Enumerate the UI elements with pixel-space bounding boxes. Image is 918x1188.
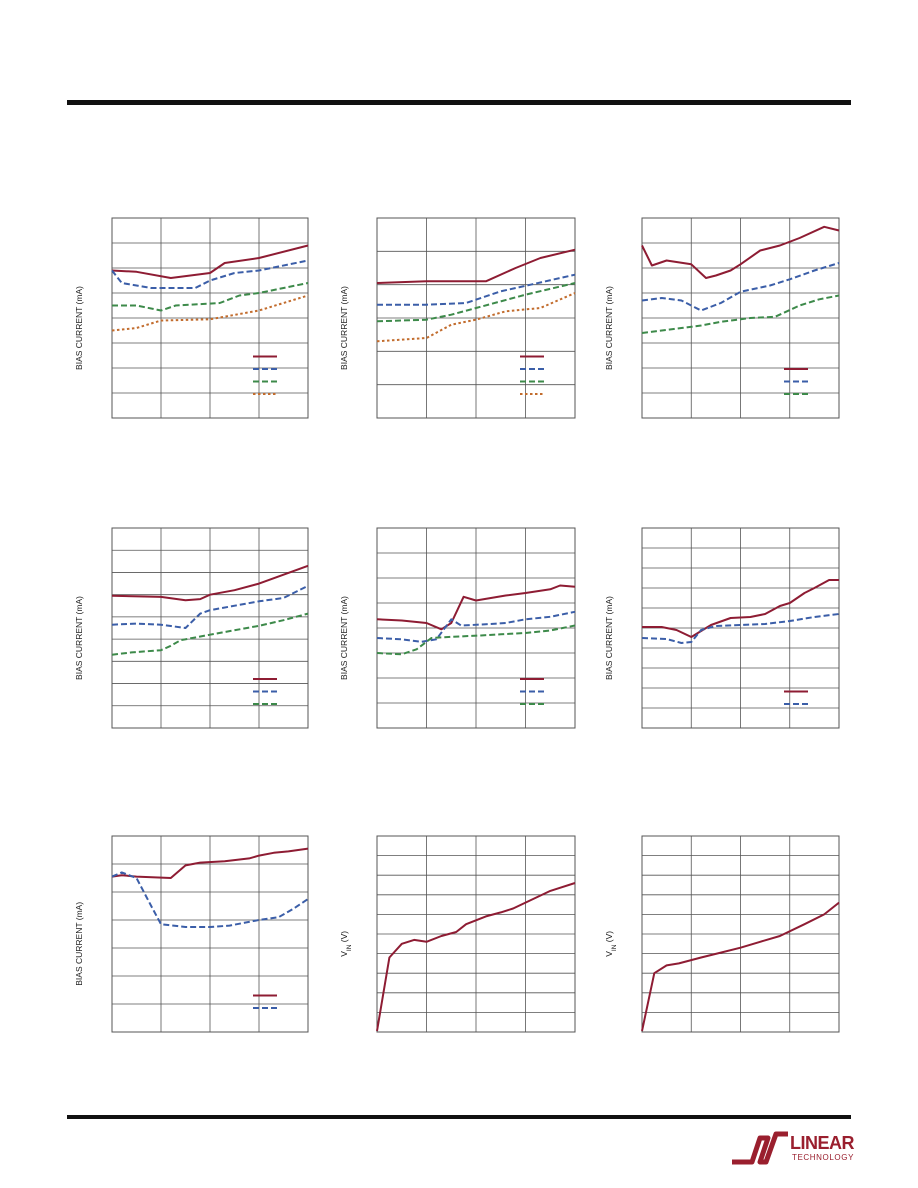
chart-4: BIAS CURRENT (mA) bbox=[74, 527, 309, 729]
y-axis-label: BIAS CURRENT (mA) bbox=[74, 902, 84, 986]
y-axis-label: BIAS CURRENT (mA) bbox=[604, 286, 614, 370]
series-line-4 bbox=[111, 294, 309, 332]
chart-6: BIAS CURRENT (mA) bbox=[604, 527, 840, 729]
top-rule bbox=[67, 100, 851, 105]
y-axis-label: BIAS CURRENT (mA) bbox=[339, 596, 349, 680]
series-line-1 bbox=[111, 244, 309, 279]
y-axis-label-subscript: IN bbox=[611, 944, 618, 951]
chart-1: BIAS CURRENT (mA) bbox=[74, 217, 309, 419]
series-line-1 bbox=[111, 564, 309, 602]
y-axis-label: BIAS CURRENT (mA) bbox=[339, 286, 349, 370]
series-line-1 bbox=[641, 225, 840, 279]
series-line-3 bbox=[112, 282, 309, 312]
series-line-2 bbox=[641, 613, 840, 644]
series-line-3 bbox=[376, 624, 576, 656]
logo-sub: TECHNOLOGY bbox=[792, 1153, 855, 1162]
series-line-2 bbox=[111, 259, 309, 289]
bottom-rule bbox=[67, 1115, 851, 1119]
chart-2: BIAS CURRENT (mA) bbox=[339, 217, 576, 419]
chart-5: BIAS CURRENT (mA) bbox=[339, 527, 576, 729]
series-line-3 bbox=[641, 294, 840, 334]
series-line-1 bbox=[641, 901, 840, 1032]
y-axis-label: BIAS CURRENT (mA) bbox=[604, 596, 614, 680]
chart-9: VIN (V) bbox=[604, 835, 840, 1033]
chart-7: BIAS CURRENT (mA) bbox=[74, 835, 309, 1033]
y-axis-label: BIAS CURRENT (mA) bbox=[74, 286, 84, 370]
series-line-1 bbox=[376, 882, 576, 1032]
series-line-3 bbox=[376, 282, 576, 323]
y-axis-label-subscript: IN bbox=[346, 944, 353, 951]
series-line-1 bbox=[376, 248, 576, 284]
series-line-2 bbox=[111, 584, 309, 629]
y-axis-label-unit: (V) bbox=[339, 931, 349, 945]
series-line-1 bbox=[642, 579, 839, 638]
logo-word: LINEAR bbox=[790, 1133, 855, 1153]
y-axis-label-unit: (V) bbox=[604, 931, 614, 945]
y-axis-label: VIN (V) bbox=[339, 931, 353, 957]
y-axis-label: BIAS CURRENT (mA) bbox=[74, 596, 84, 680]
series-line-2 bbox=[377, 273, 576, 306]
chart-3: BIAS CURRENT (mA) bbox=[604, 217, 840, 419]
series-line-1 bbox=[376, 584, 576, 631]
linear-technology-logo bbox=[732, 1131, 788, 1165]
series-line-3 bbox=[111, 612, 309, 656]
series-line-2 bbox=[111, 871, 309, 928]
y-axis-label: VIN (V) bbox=[604, 931, 618, 957]
chart-8: VIN (V) bbox=[339, 835, 576, 1033]
series-line-2 bbox=[641, 262, 840, 312]
series-line-2 bbox=[376, 610, 576, 643]
